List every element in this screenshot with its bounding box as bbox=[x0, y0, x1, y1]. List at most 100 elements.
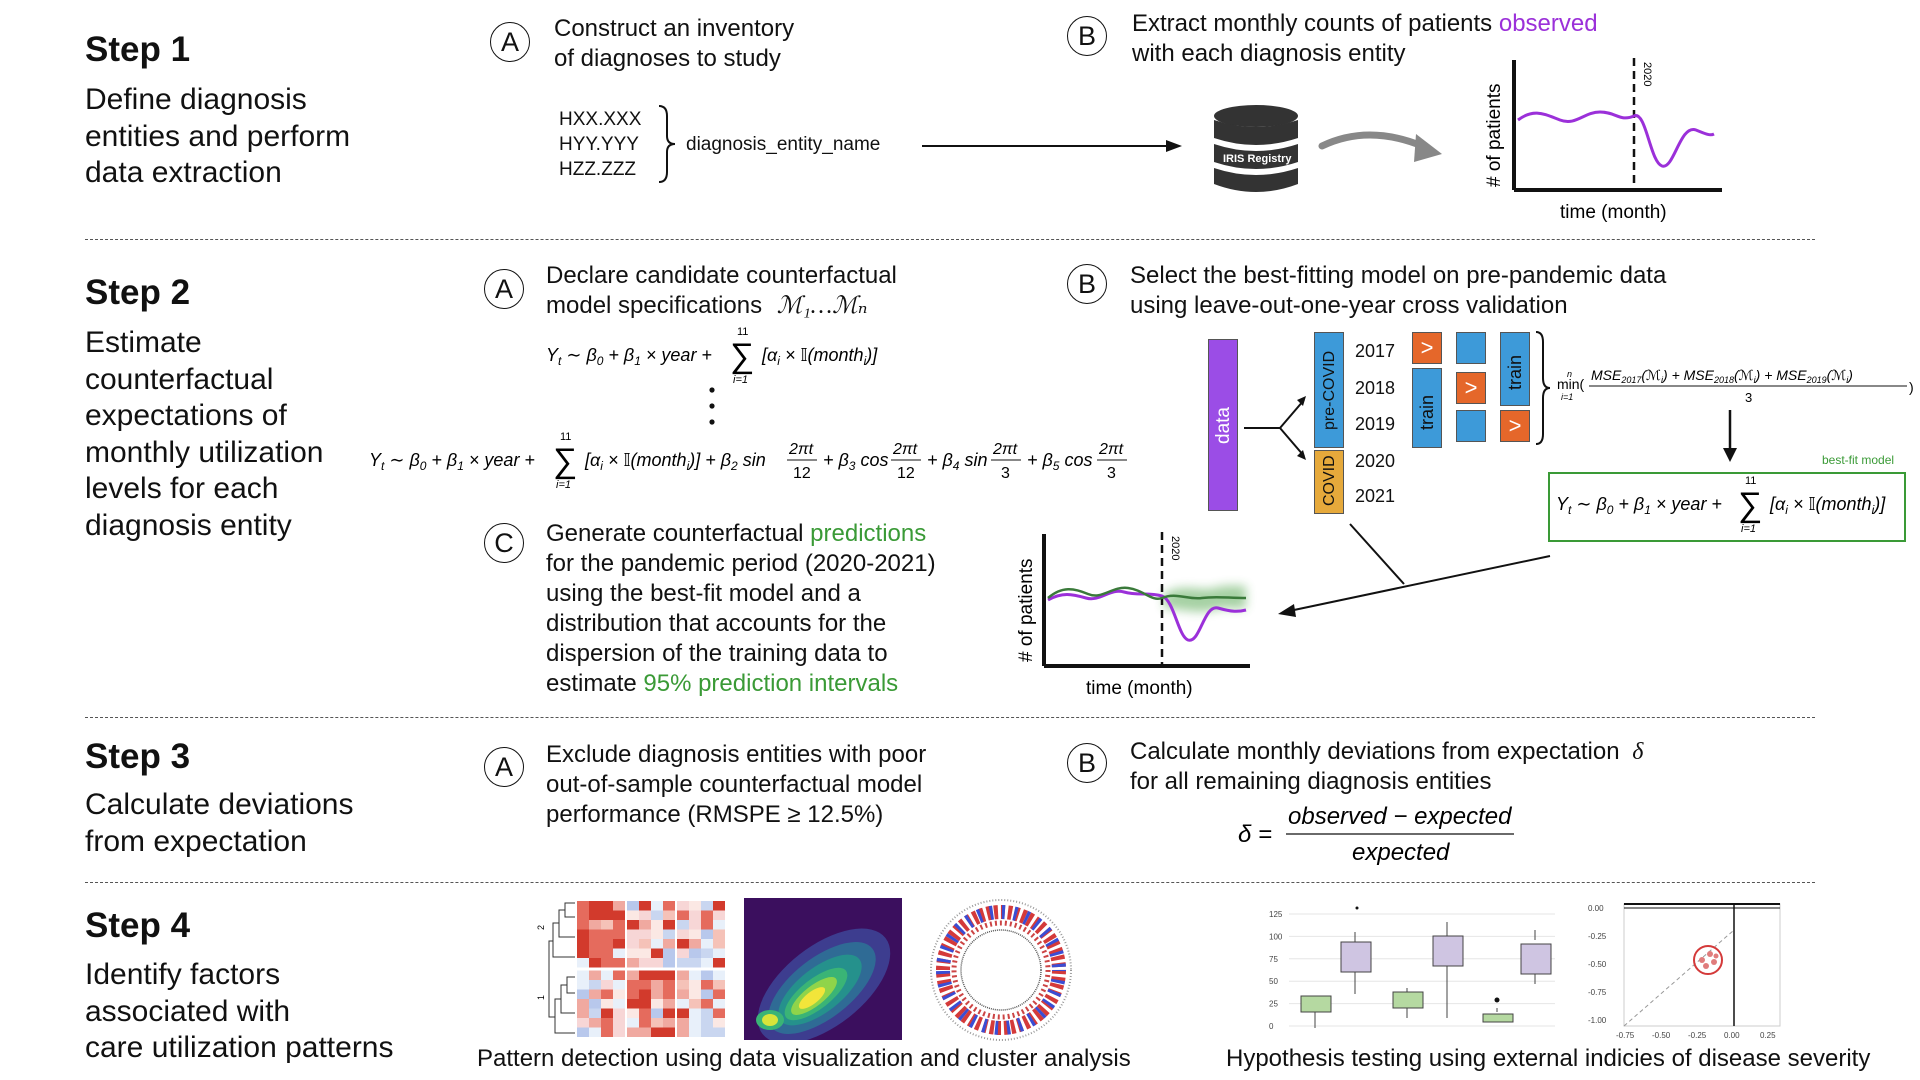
heatmap-cell bbox=[627, 999, 639, 1009]
scatter-ytick: -0.25 bbox=[1588, 932, 1607, 941]
covid-label-svg: COVID bbox=[1321, 455, 1338, 506]
heatmap-cell bbox=[589, 999, 601, 1009]
heatmap-cell bbox=[713, 999, 725, 1009]
heatmap-cell bbox=[601, 920, 613, 930]
fold3-train-label: train bbox=[1505, 355, 1525, 390]
step2-desc-line: Estimate bbox=[85, 326, 202, 359]
heatmap-cell bbox=[713, 901, 725, 911]
svg-text:11: 11 bbox=[560, 431, 571, 443]
heatmap-cell bbox=[677, 929, 689, 939]
svg-text:12: 12 bbox=[793, 465, 811, 482]
step1-a-line: of diagnoses to study bbox=[554, 45, 781, 72]
heatmap-cell bbox=[689, 901, 701, 911]
step3-a-badge: A bbox=[484, 747, 524, 787]
heatmap-cell bbox=[639, 1027, 651, 1037]
heatmap-cell bbox=[613, 958, 625, 968]
step4-desc-line: associated with bbox=[85, 994, 291, 1028]
data-block-label: data bbox=[1213, 407, 1234, 444]
step2-desc-line: monthly utilization bbox=[85, 435, 324, 469]
fold-brace bbox=[1535, 331, 1551, 445]
separator-3 bbox=[85, 882, 1815, 883]
heatmap-cell bbox=[577, 1027, 589, 1037]
heatmap-cell bbox=[613, 920, 625, 930]
chart2-ylabel: # of patients bbox=[1016, 558, 1037, 662]
heatmap-cell bbox=[663, 1027, 675, 1037]
svg-text:11: 11 bbox=[737, 326, 748, 338]
best-fit-label: best-fit model bbox=[1822, 453, 1895, 467]
svg-text:Yt ∼ β0 + β1 × year +: Yt ∼ β0 + β1 × year + bbox=[1556, 494, 1722, 517]
scatter-ytick: 0.00 bbox=[1588, 904, 1604, 913]
split-arrows bbox=[1244, 396, 1306, 460]
heatmap-cell bbox=[613, 1018, 625, 1028]
heatmap-cell bbox=[663, 999, 675, 1009]
heatmap-cell bbox=[613, 989, 625, 999]
chart2-xlabel: time (month) bbox=[1086, 678, 1193, 699]
heatmap-cell bbox=[601, 948, 613, 958]
observed-highlight: observed bbox=[1498, 10, 1598, 37]
precovid-label-svg: pre-COVID bbox=[1321, 351, 1338, 430]
heatmap-cell bbox=[677, 980, 689, 990]
scatter-ytick: -1.00 bbox=[1588, 1016, 1607, 1025]
heatmap-cell bbox=[701, 929, 713, 939]
heatmap-cell bbox=[589, 1008, 601, 1018]
heatmap-cell bbox=[613, 939, 625, 949]
heatmap-cell bbox=[677, 970, 689, 980]
heatmap-cell bbox=[613, 999, 625, 1009]
delta-symbol: δ bbox=[1632, 739, 1644, 765]
step2-desc-line: expectations of bbox=[85, 399, 287, 432]
step3-b-line: Calculate monthly deviations from expect… bbox=[1130, 738, 1620, 765]
heatmap-cell bbox=[613, 929, 625, 939]
svg-text:δ =: δ = bbox=[1238, 821, 1272, 848]
svg-text:i=1: i=1 bbox=[1741, 523, 1756, 535]
step3-a-text: Exclude diagnosis entities with poor out… bbox=[546, 740, 926, 830]
fold1-train bbox=[1412, 368, 1442, 448]
step2-c-line: distribution that accounts for the bbox=[546, 610, 887, 637]
scatter-ytick: -0.75 bbox=[1588, 988, 1607, 997]
precovid-label: pre-COVID bbox=[1321, 351, 1338, 430]
heatmap-cell bbox=[601, 1018, 613, 1028]
boxplot-ytick: 50 bbox=[1269, 977, 1278, 986]
heatmap-cell bbox=[651, 989, 663, 999]
boxplot-yticks: 125 100 75 50 25 0 bbox=[1269, 910, 1283, 1031]
heatmap-cell bbox=[663, 970, 675, 980]
heatmap-cell bbox=[701, 939, 713, 949]
heatmap-cell bbox=[601, 939, 613, 949]
model-formula-simple: Yt ∼ β0 + β1 × year + ∑ 11 i=1 [αi × 𝕀(m… bbox=[546, 326, 878, 386]
heatmap-cell bbox=[601, 989, 613, 999]
heatmap-cell bbox=[651, 999, 663, 1009]
step4-desc-line: care utilization patterns bbox=[85, 1031, 394, 1064]
scatter-xtick: 0.25 bbox=[1760, 1031, 1776, 1040]
fold2-test: > bbox=[1456, 372, 1486, 404]
heatmap-cell bbox=[651, 1008, 663, 1018]
box bbox=[1392, 991, 1424, 1009]
heatmap-cell bbox=[677, 1018, 689, 1028]
circular-heatmap bbox=[930, 899, 1072, 1041]
heatmap-row-label: 1 bbox=[536, 995, 546, 1000]
box bbox=[1300, 995, 1332, 1013]
heatmap-cell bbox=[589, 958, 601, 968]
year-2017: 2017 bbox=[1355, 341, 1396, 361]
scatter-figure: 0.00 -0.25 -0.50 -0.75 -1.00 -0.75 -0.50 -0.25… bbox=[1588, 903, 1781, 1040]
heatmap-cell bbox=[577, 980, 589, 990]
model-formula-full: Yt ∼ β0 + β1 × year + ∑ 11 i=1 [αi × 𝕀(m… bbox=[369, 431, 1127, 491]
step1-arrow bbox=[922, 140, 1182, 152]
heatmap-cell bbox=[639, 929, 651, 939]
heatmap-cell bbox=[651, 948, 663, 958]
heatmap-cell bbox=[701, 920, 713, 930]
chart1-ylabel: # of patients bbox=[1484, 83, 1505, 187]
step1-b-line: with each diagnosis entity bbox=[1132, 40, 1406, 67]
heatmap-cell bbox=[627, 929, 639, 939]
step2-a-line: model specifications bbox=[546, 292, 763, 319]
heatmap-cell bbox=[663, 910, 675, 920]
heatmap-cell bbox=[577, 910, 589, 920]
box bbox=[1520, 943, 1552, 975]
heatmap-cell bbox=[639, 901, 651, 911]
heatmap-cell bbox=[577, 1008, 589, 1018]
heatmap-cell bbox=[639, 948, 651, 958]
heatmap-cell bbox=[651, 910, 663, 920]
heatmap-cell bbox=[701, 999, 713, 1009]
fold1-train-label: train bbox=[1417, 395, 1437, 430]
heatmap-cell bbox=[677, 920, 689, 930]
mse-formula: n min( i=1 MSE2017(ℳi) + MSE2018(ℳi) + M… bbox=[1557, 367, 1914, 405]
svg-text:3: 3 bbox=[1107, 465, 1116, 482]
